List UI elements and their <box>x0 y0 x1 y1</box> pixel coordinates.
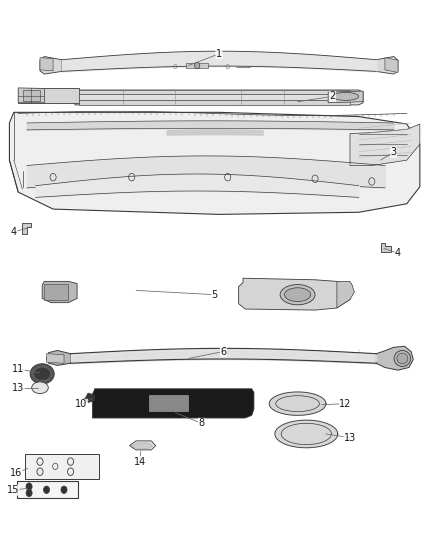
Polygon shape <box>46 351 71 366</box>
Polygon shape <box>92 389 254 418</box>
Polygon shape <box>40 58 53 71</box>
Polygon shape <box>376 56 398 74</box>
Polygon shape <box>79 90 350 94</box>
Circle shape <box>61 486 67 494</box>
Polygon shape <box>350 124 420 165</box>
Polygon shape <box>46 354 64 364</box>
Bar <box>186 63 208 68</box>
Ellipse shape <box>280 285 315 305</box>
Ellipse shape <box>32 382 48 393</box>
Text: 6: 6 <box>220 346 226 357</box>
Polygon shape <box>18 88 79 103</box>
Polygon shape <box>328 91 363 103</box>
Polygon shape <box>84 393 95 402</box>
Polygon shape <box>337 281 354 308</box>
Circle shape <box>194 62 200 69</box>
Text: 4: 4 <box>11 227 17 237</box>
Text: 1: 1 <box>216 49 222 59</box>
Polygon shape <box>376 346 413 370</box>
Text: 2: 2 <box>329 91 336 101</box>
Polygon shape <box>149 395 188 411</box>
Text: 14: 14 <box>134 457 147 466</box>
Polygon shape <box>130 441 155 450</box>
Ellipse shape <box>397 353 408 364</box>
Polygon shape <box>21 223 31 233</box>
Text: 5: 5 <box>212 289 218 300</box>
Polygon shape <box>132 443 152 448</box>
Text: 12: 12 <box>339 399 352 409</box>
Ellipse shape <box>30 364 54 384</box>
Polygon shape <box>79 94 350 100</box>
Circle shape <box>26 489 32 497</box>
Polygon shape <box>18 88 44 103</box>
Ellipse shape <box>394 351 411 367</box>
Polygon shape <box>75 90 363 105</box>
Polygon shape <box>381 243 392 252</box>
Text: 13: 13 <box>12 383 24 393</box>
Text: 16: 16 <box>10 468 22 478</box>
Ellipse shape <box>332 92 359 100</box>
Polygon shape <box>239 278 350 310</box>
Text: 13: 13 <box>344 433 356 443</box>
Polygon shape <box>275 420 338 448</box>
Polygon shape <box>40 56 62 74</box>
Polygon shape <box>25 454 99 479</box>
Text: 15: 15 <box>7 486 19 495</box>
Ellipse shape <box>285 288 311 302</box>
Polygon shape <box>10 112 420 214</box>
Text: 3: 3 <box>391 147 397 157</box>
Text: 11: 11 <box>12 364 24 374</box>
Polygon shape <box>269 392 326 415</box>
Circle shape <box>26 483 32 490</box>
Text: 4: 4 <box>395 248 401 258</box>
Ellipse shape <box>33 367 51 381</box>
Polygon shape <box>22 90 40 101</box>
Polygon shape <box>42 281 77 303</box>
Polygon shape <box>79 100 350 105</box>
Polygon shape <box>44 284 68 300</box>
Circle shape <box>43 486 49 494</box>
Text: 8: 8 <box>198 418 205 429</box>
Text: 10: 10 <box>75 399 88 409</box>
Polygon shape <box>385 58 398 72</box>
Polygon shape <box>17 481 78 498</box>
